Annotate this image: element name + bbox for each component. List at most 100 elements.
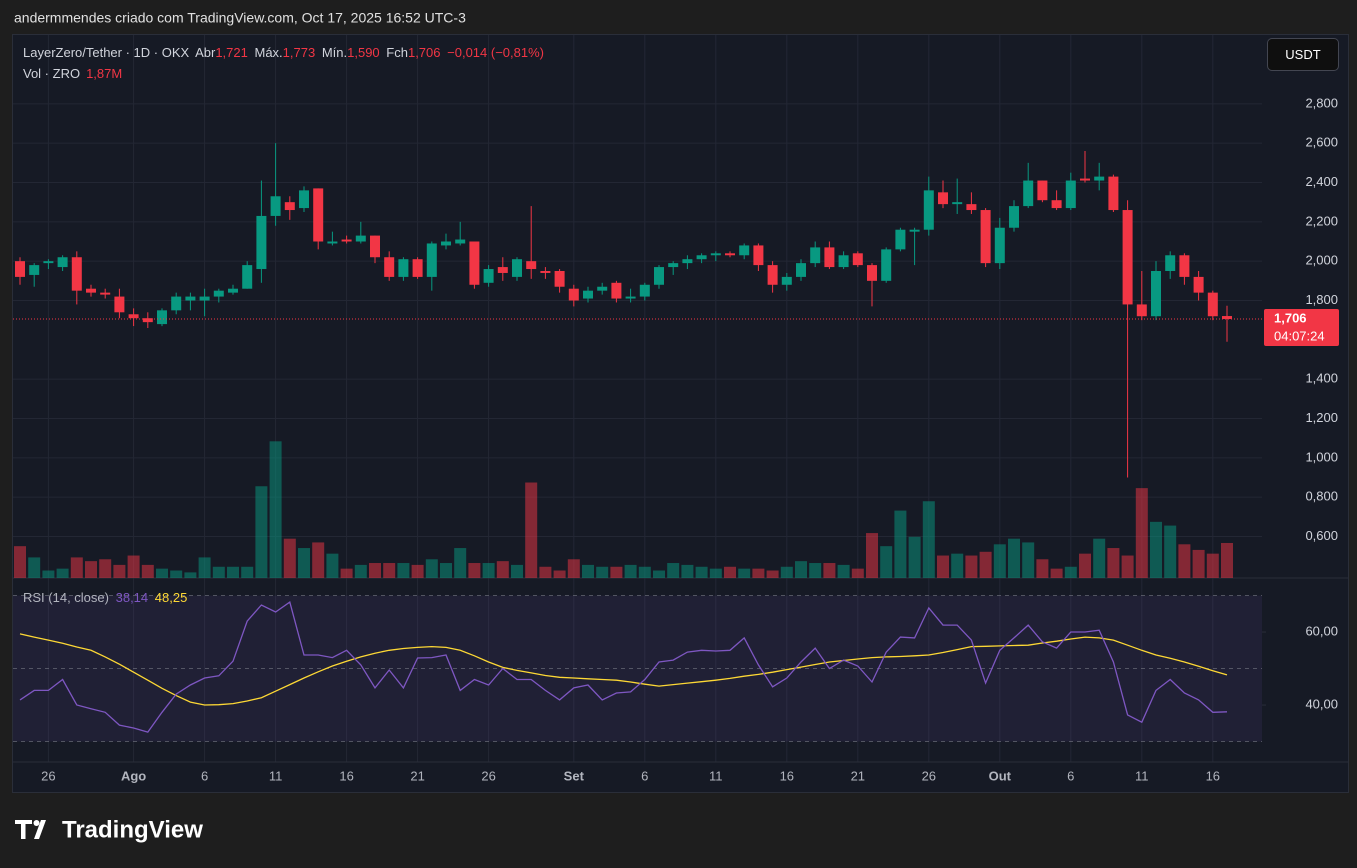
x-tick-label: 6 xyxy=(641,768,648,783)
volume-bar xyxy=(298,548,310,578)
candle-body xyxy=(625,296,636,299)
candle-body xyxy=(455,239,466,244)
volume-bar xyxy=(823,563,836,578)
candle-body xyxy=(994,227,1005,264)
volume-bar xyxy=(908,536,921,578)
last-price-box xyxy=(1264,308,1339,346)
candle-body xyxy=(1222,316,1232,319)
volume-bar xyxy=(397,563,410,578)
candle-body xyxy=(767,265,778,285)
candle-body xyxy=(824,247,835,268)
volume-bar xyxy=(1121,555,1134,578)
x-tick-label: 26 xyxy=(41,768,55,783)
candle-body xyxy=(696,255,707,260)
candle-body xyxy=(29,265,40,275)
y-tick-label: 1,400 xyxy=(1305,371,1338,386)
candle-body xyxy=(384,257,395,277)
volume-bar xyxy=(809,563,822,578)
volume-bar xyxy=(440,563,452,578)
candle-body xyxy=(185,296,196,301)
volume-bar xyxy=(255,486,268,578)
x-tick-label: Ago xyxy=(121,768,146,783)
y-tick-label: 0,600 xyxy=(1305,528,1338,543)
volume-bar xyxy=(851,568,864,578)
volume-bar xyxy=(525,482,538,578)
volume-bar xyxy=(780,566,793,578)
volume-bar xyxy=(184,572,197,578)
volume-bar xyxy=(369,563,381,578)
high-label: Máx. xyxy=(254,45,283,60)
legend-main: LayerZero/Tether · 1D · OKX Abr1,721 Máx… xyxy=(23,45,547,60)
x-tick-label: 6 xyxy=(201,768,208,783)
volume-bar xyxy=(511,564,523,578)
volume-bar xyxy=(312,542,325,578)
candle-body xyxy=(1051,200,1062,209)
candle-body xyxy=(881,249,892,281)
brand-logo xyxy=(15,820,46,839)
candle-body xyxy=(114,296,125,313)
candle-body xyxy=(15,261,25,277)
volume-bar xyxy=(738,568,751,578)
volume-bar xyxy=(1050,568,1063,578)
candle-body xyxy=(412,259,423,277)
candle-body xyxy=(497,267,508,273)
x-tick-label: 16 xyxy=(1206,768,1220,783)
volume-bar xyxy=(411,564,424,578)
legend-rsi: RSI (14, close) 38,14 48,25 xyxy=(23,590,190,605)
volume-bar xyxy=(212,566,225,578)
low-value: 1,590 xyxy=(347,45,380,60)
volume-bar xyxy=(1107,548,1120,578)
volume-bar xyxy=(113,564,126,578)
last-price-label: 1,706 xyxy=(1274,310,1307,325)
candle-body xyxy=(923,190,934,230)
x-tick-label: 11 xyxy=(709,768,723,783)
candle-body xyxy=(270,196,281,216)
x-tick-label: Out xyxy=(989,768,1012,783)
candle-body xyxy=(86,288,96,293)
candle-body xyxy=(1080,178,1090,181)
candle-body xyxy=(43,261,54,264)
volume-bar xyxy=(653,570,665,578)
chart-area xyxy=(12,34,1349,793)
candle-body xyxy=(341,239,352,242)
volume-bar xyxy=(567,559,580,578)
volume-bar xyxy=(667,563,680,578)
currency-button[interactable]: USDT xyxy=(1267,38,1339,71)
volume-bar xyxy=(170,570,183,578)
high-value: 1,773 xyxy=(282,45,316,60)
volume-bar xyxy=(993,544,1006,578)
x-tick-label: 6 xyxy=(1067,768,1074,783)
volume-bar xyxy=(241,566,254,578)
volume-bar xyxy=(468,563,481,578)
close-value: 1,706 xyxy=(407,45,441,60)
volume-bar xyxy=(724,566,736,578)
close-label: Fch xyxy=(386,45,408,60)
candle-body xyxy=(171,296,182,311)
volume-bar xyxy=(1064,566,1077,578)
volume-bar xyxy=(894,510,907,578)
x-tick-label: 16 xyxy=(780,768,794,783)
x-tick-label: 16 xyxy=(339,768,353,783)
candle-body xyxy=(142,318,153,323)
candle-body xyxy=(753,245,764,266)
candle-body xyxy=(1023,180,1034,207)
open-value: 1,721 xyxy=(215,45,248,60)
volume-bar xyxy=(1135,488,1148,578)
candle-body xyxy=(256,215,267,270)
candle-body xyxy=(739,245,750,256)
volume-bar xyxy=(198,557,211,578)
candle-body xyxy=(1037,180,1048,201)
volume-bar xyxy=(1036,559,1049,578)
rsi-tick-label: 40,00 xyxy=(1305,696,1338,711)
candle-body xyxy=(852,253,863,266)
candle-body xyxy=(1193,276,1204,293)
volume-bar xyxy=(1008,538,1020,578)
volume-bar xyxy=(596,566,609,578)
brand-name: TradingView xyxy=(62,816,203,843)
volume-bar xyxy=(127,555,140,578)
x-tick-label: 21 xyxy=(410,768,424,783)
y-tick-label: 0,800 xyxy=(1305,489,1338,504)
candle-body xyxy=(725,253,735,256)
candle-body xyxy=(228,288,238,293)
